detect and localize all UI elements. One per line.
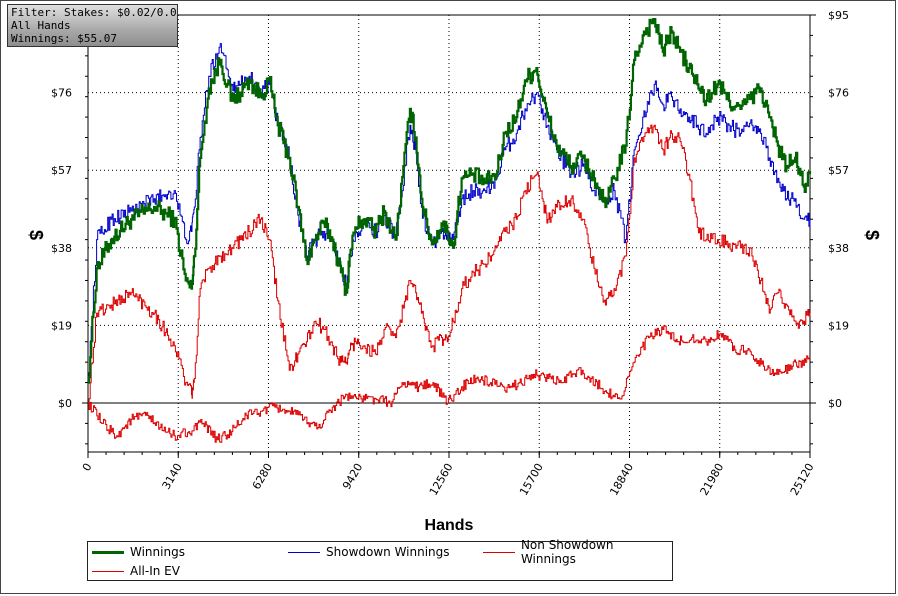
legend-swatch-allin-ev <box>92 570 124 572</box>
x-tick-label: 21980 <box>698 461 727 498</box>
y-tick-label-right: $57 <box>828 164 849 177</box>
y-tick-label-right: $19 <box>828 319 849 332</box>
y-tick-label-left: $0 <box>58 397 72 410</box>
y-tick-label-right: $76 <box>828 87 849 100</box>
x-tick-label: 9420 <box>340 461 365 492</box>
legend-swatch-showdown <box>288 551 320 553</box>
series-layer <box>88 18 812 443</box>
y-tick-label-right: $95 <box>828 9 849 22</box>
y-tick-label-left: $76 <box>51 87 72 100</box>
filter-info-box: Filter: Stakes: $0.02/0.05 NL All Hands … <box>7 4 178 47</box>
x-axis-label: Hands <box>425 517 474 534</box>
legend-swatch-winnings <box>92 550 124 554</box>
legend-label-winnings: Winnings <box>130 545 185 559</box>
legend-label-allin-ev: All-In EV <box>130 564 180 578</box>
legend-item-showdown: Showdown Winnings <box>288 544 450 560</box>
x-tick-label: 25120 <box>788 461 817 498</box>
y-tick-label-left: $19 <box>51 319 72 332</box>
chart-legend: Winnings Showdown Winnings Non Showdown … <box>87 538 673 581</box>
y-axis-label-right: $ <box>862 230 882 240</box>
x-tick-label: 0 <box>80 461 95 474</box>
legend-item-non-showdown: Non Showdown Winnings <box>483 538 672 566</box>
legend-swatch-non-showdown <box>483 551 515 553</box>
axis-layer: $0$0$19$19$38$38$57$57$76$76$95$95031406… <box>51 9 849 498</box>
y-tick-label-right: $38 <box>828 242 849 255</box>
legend-label-showdown: Showdown Winnings <box>326 545 450 559</box>
series-non-showdown <box>88 124 811 404</box>
series-allin-ev <box>88 325 811 443</box>
y-axis-label-left: $ <box>26 230 46 240</box>
y-tick-label-left: $38 <box>51 242 72 255</box>
filter-stakes-text: Filter: Stakes: $0.02/0.05 NL <box>11 6 178 19</box>
series-winnings <box>88 18 812 384</box>
x-tick-label: 6280 <box>250 461 275 492</box>
y-tick-label-right: $0 <box>828 397 842 410</box>
x-tick-label: 3140 <box>160 461 185 492</box>
legend-label-non-showdown: Non Showdown Winnings <box>520 538 614 566</box>
x-tick-label: 12560 <box>427 461 456 498</box>
y-tick-label-left: $57 <box>51 164 72 177</box>
x-tick-label: 18840 <box>607 461 636 498</box>
filter-winnings-text: Winnings: $55.07 <box>11 32 117 45</box>
series-showdown <box>88 43 811 384</box>
x-tick-label: 15700 <box>517 461 546 498</box>
filter-hands-text: All Hands <box>11 19 71 32</box>
legend-item-winnings: Winnings <box>92 544 185 560</box>
legend-item-allin-ev: All-In EV <box>92 563 180 579</box>
